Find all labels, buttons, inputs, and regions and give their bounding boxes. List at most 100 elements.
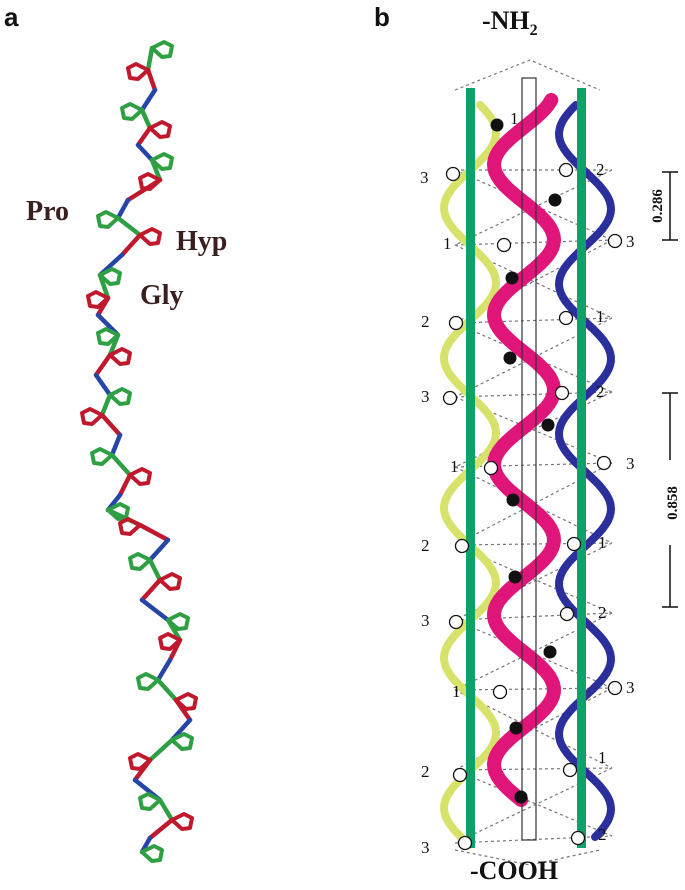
strand-number-left: 3 bbox=[421, 838, 430, 857]
backbone-segment bbox=[145, 45, 155, 73]
proline-ring bbox=[108, 387, 132, 406]
grid-line-diagonal bbox=[454, 612, 613, 691]
strand-number-left: 1 bbox=[450, 457, 459, 476]
proline-ring bbox=[96, 327, 120, 346]
backbone-segment bbox=[139, 597, 171, 623]
proline-ring bbox=[96, 210, 120, 229]
strand-number-right: 1 bbox=[598, 748, 607, 767]
strand-number-left: 3 bbox=[420, 168, 429, 187]
backbone-segment bbox=[135, 142, 155, 163]
residue-dot-filled bbox=[490, 118, 504, 132]
residue-dot-filled bbox=[514, 790, 528, 804]
proline-ring bbox=[106, 502, 130, 521]
top-frame-dashed bbox=[454, 59, 601, 91]
residue-dot-filled bbox=[509, 721, 523, 735]
backbone-segment bbox=[109, 432, 123, 458]
proline-ring bbox=[118, 517, 142, 536]
axis-bar-right bbox=[577, 88, 586, 848]
strand-number-right: 2 bbox=[596, 160, 605, 179]
strand-number-top: 1 bbox=[510, 109, 519, 128]
backbone-segment bbox=[147, 537, 171, 563]
backbone-segment bbox=[157, 797, 175, 823]
peptide-backbone bbox=[80, 40, 198, 863]
residue-dot-filled bbox=[505, 271, 519, 285]
strand-number-right: 2 bbox=[598, 825, 607, 844]
backbone-segment bbox=[155, 657, 173, 683]
backbone-segment bbox=[145, 67, 158, 93]
backbone-segment bbox=[99, 392, 113, 418]
backbone-segment bbox=[93, 352, 113, 378]
proline-ring bbox=[128, 467, 152, 486]
panel-a-letter: a bbox=[4, 2, 19, 32]
residue-dot-filled bbox=[543, 645, 557, 659]
proline-ring bbox=[120, 102, 144, 121]
proline-ring bbox=[128, 752, 152, 771]
strand-3-yellow bbox=[439, 101, 501, 849]
residue-dot-open bbox=[457, 835, 473, 851]
residue-dot-open bbox=[566, 536, 582, 552]
residue-dot-open bbox=[558, 310, 574, 326]
bottom-frame-dashed bbox=[454, 849, 601, 866]
grid-line-diagonal bbox=[454, 544, 613, 614]
proline-ring bbox=[148, 120, 172, 139]
residue-dot-open bbox=[559, 606, 575, 622]
proline-ring bbox=[126, 62, 150, 81]
triple-helix-diagram: 3 1 2 3 1 2 3 1 2 3 2 3 1 2 3 1 2 3 1 2 1 0.286 0.858 bbox=[420, 59, 681, 866]
grid-line-diagonal bbox=[454, 317, 613, 398]
pro-label: Pro bbox=[26, 196, 70, 227]
grid-line-horizontal bbox=[454, 239, 613, 246]
residue-dot-open bbox=[562, 762, 578, 778]
hyp-label: Hyp bbox=[176, 226, 228, 257]
residue-dot-open bbox=[445, 166, 461, 182]
backbone-segment bbox=[93, 372, 113, 398]
strand-number-right: 1 bbox=[598, 533, 607, 552]
grid-line-horizontal bbox=[454, 317, 613, 324]
proline-ring bbox=[174, 692, 198, 711]
residue-dot-open bbox=[596, 455, 612, 471]
grid-line-horizontal bbox=[454, 462, 613, 468]
backbone-segment bbox=[139, 87, 158, 113]
proline-ring bbox=[166, 612, 190, 631]
proline-ring bbox=[150, 40, 174, 59]
backbone-segment bbox=[119, 232, 143, 258]
residue-dot-open bbox=[570, 830, 586, 846]
backbone-segment bbox=[137, 522, 171, 543]
proline-ring bbox=[138, 172, 162, 191]
strand-number-right: 3 bbox=[626, 678, 635, 697]
strand-number-right: 3 bbox=[626, 232, 635, 251]
backbone-segment bbox=[99, 412, 123, 438]
backbone-segment bbox=[115, 197, 131, 221]
backbone-segment bbox=[109, 452, 133, 478]
residue-dot-open bbox=[607, 233, 623, 249]
proline-ring bbox=[128, 552, 152, 571]
residue-dot-open bbox=[454, 538, 470, 554]
residue-dot-filled bbox=[506, 493, 520, 507]
grid-line-diagonal bbox=[454, 769, 613, 837]
gly-label: Gly bbox=[140, 280, 184, 311]
proline-ring bbox=[170, 732, 194, 751]
backbone-segment bbox=[147, 817, 175, 841]
c-terminus-label: -COOH bbox=[470, 856, 559, 885]
residue-dot-filled bbox=[541, 418, 555, 432]
axis-bar-left bbox=[466, 88, 475, 848]
strand-1-magenta bbox=[486, 93, 562, 807]
backbone-segment bbox=[117, 472, 133, 498]
n-terminus-main: -NH bbox=[482, 6, 530, 35]
proline-ring bbox=[150, 152, 174, 171]
residue-dot-filled bbox=[508, 570, 522, 584]
residue-dot-filled bbox=[548, 193, 562, 207]
proline-ring bbox=[138, 792, 162, 811]
proline-ring bbox=[138, 227, 162, 246]
strand-number-left: 1 bbox=[443, 234, 452, 253]
proline-ring bbox=[98, 267, 122, 286]
grid-line-horizontal bbox=[454, 542, 613, 546]
strand-number-right: 3 bbox=[626, 454, 635, 473]
proline-ring bbox=[108, 347, 132, 366]
strand-number-right: 2 bbox=[596, 382, 605, 401]
center-axis-box bbox=[521, 77, 537, 841]
grid-line-horizontal bbox=[454, 767, 613, 771]
n-terminus-label: -NH2 bbox=[482, 6, 538, 40]
grid-line-horizontal bbox=[454, 687, 613, 691]
backbone-segment bbox=[139, 577, 163, 603]
